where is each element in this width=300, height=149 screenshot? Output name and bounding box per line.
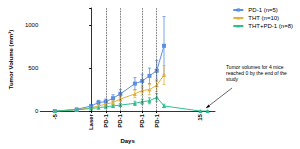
svg-text:PD-1 (n=5): PD-1 (n=5) xyxy=(248,7,278,13)
svg-text:-5: -5 xyxy=(52,113,58,119)
svg-text:15: 15 xyxy=(197,113,203,120)
svg-text:study: study xyxy=(226,76,238,82)
svg-text:THT (n=10): THT (n=10) xyxy=(248,15,279,21)
svg-text:Days: Days xyxy=(120,138,135,144)
svg-text:PD-1: PD-1 xyxy=(103,113,109,127)
svg-text:500: 500 xyxy=(28,65,39,71)
svg-text:1000: 1000 xyxy=(25,22,39,28)
svg-text:0: 0 xyxy=(35,108,39,114)
svg-text:PD-1: PD-1 xyxy=(154,113,160,127)
svg-text:Tumor Volume (mm³): Tumor Volume (mm³) xyxy=(8,30,14,89)
svg-text:Tumor volumes for 4 mice: Tumor volumes for 4 mice xyxy=(226,64,285,70)
svg-text:Laser: Laser xyxy=(88,113,94,130)
svg-text:reached 0 by the end of the: reached 0 by the end of the xyxy=(226,70,289,76)
svg-text:PD-1: PD-1 xyxy=(139,113,145,127)
svg-text:PD-1: PD-1 xyxy=(117,113,123,127)
svg-text:THT+PD-1 (n=8): THT+PD-1 (n=8) xyxy=(248,23,293,29)
